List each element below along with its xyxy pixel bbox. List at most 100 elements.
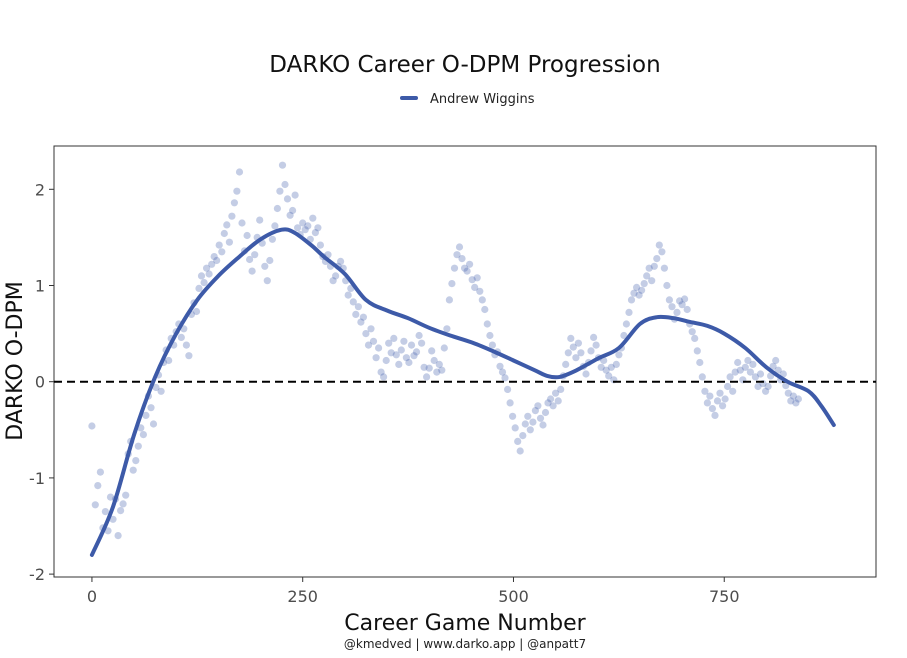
data-point	[478, 296, 486, 304]
data-point	[152, 383, 160, 392]
data-point	[498, 368, 507, 376]
data-point	[261, 262, 269, 270]
data-point	[468, 276, 476, 284]
data-point	[88, 422, 96, 430]
data-point	[228, 212, 236, 220]
data-point	[132, 457, 140, 465]
data-point	[769, 362, 777, 370]
x-tick-label: 500	[498, 587, 529, 606]
data-point	[418, 339, 426, 347]
data-point	[552, 389, 560, 397]
data-point	[473, 274, 481, 282]
data-point	[698, 373, 706, 381]
legend-label-andrew-wiggins: Andrew Wiggins	[430, 92, 535, 107]
data-point	[605, 372, 613, 380]
data-point	[688, 328, 696, 336]
data-point	[218, 248, 226, 256]
x-tick-label: 250	[287, 587, 318, 606]
data-point	[526, 426, 534, 434]
data-point	[430, 356, 438, 365]
data-point	[251, 251, 259, 259]
data-point	[420, 363, 428, 371]
data-point	[364, 341, 373, 349]
data-point	[213, 256, 221, 265]
data-point	[387, 349, 395, 357]
data-point	[681, 295, 689, 303]
data-point	[117, 507, 125, 515]
data-point	[233, 187, 241, 195]
data-point	[749, 360, 757, 368]
data-point	[205, 270, 213, 278]
data-point	[311, 229, 319, 237]
data-point	[706, 392, 714, 400]
data-point	[410, 352, 418, 360]
data-point	[622, 320, 631, 328]
data-point	[645, 264, 653, 272]
data-point	[744, 356, 752, 365]
data-point	[309, 214, 317, 222]
data-point	[412, 348, 421, 356]
data-point	[567, 334, 575, 342]
data-point	[289, 206, 297, 215]
data-point	[208, 260, 216, 268]
data-point	[256, 216, 264, 224]
data-point	[516, 447, 524, 455]
data-point	[789, 392, 798, 400]
data-point	[708, 405, 717, 413]
data-point	[488, 341, 496, 349]
data-point	[220, 229, 228, 238]
data-point	[633, 283, 641, 291]
data-point	[663, 281, 671, 290]
data-point	[592, 341, 600, 349]
x-axis-title: Career Game Number	[344, 611, 586, 636]
data-point	[385, 339, 393, 347]
data-point	[382, 356, 390, 365]
data-point	[149, 420, 158, 428]
data-point	[185, 352, 193, 360]
data-point	[736, 366, 744, 374]
data-point	[423, 373, 431, 381]
y-tick-label: -2	[29, 565, 45, 584]
data-point	[106, 493, 115, 501]
data-point	[547, 395, 555, 403]
data-point	[367, 325, 375, 333]
data-point	[278, 161, 287, 169]
data-point	[294, 224, 302, 232]
y-tick-label: -1	[29, 469, 45, 488]
data-point	[210, 253, 218, 261]
data-point	[192, 307, 201, 316]
data-point	[390, 334, 398, 342]
data-point	[648, 277, 656, 285]
data-point	[660, 264, 669, 272]
data-point	[524, 412, 532, 420]
data-point	[569, 343, 577, 351]
data-point	[676, 297, 684, 305]
data-point	[754, 382, 762, 391]
data-point	[716, 389, 724, 397]
data-point	[787, 397, 795, 405]
data-point	[453, 251, 461, 259]
data-point	[658, 248, 666, 256]
data-point	[362, 330, 370, 338]
data-point	[440, 344, 448, 352]
x-tick-label: 750	[709, 587, 740, 606]
y-axis-title: DARKO O-DPM	[3, 281, 28, 440]
x-tick-label: 0	[87, 587, 97, 606]
data-point	[597, 363, 605, 371]
x-axis: 0 250 500 750	[87, 577, 740, 606]
data-point	[377, 368, 385, 376]
data-point	[101, 508, 109, 516]
data-point	[246, 255, 254, 264]
data-point	[415, 331, 423, 340]
plot-area	[53, 145, 877, 578]
data-point	[466, 260, 474, 268]
data-point	[142, 411, 150, 419]
data-point	[203, 264, 211, 272]
data-point	[549, 402, 557, 410]
data-point	[395, 360, 403, 368]
data-point	[655, 241, 663, 249]
data-point	[673, 308, 681, 316]
data-point	[248, 267, 256, 275]
data-point	[438, 366, 446, 374]
data-point	[506, 399, 514, 407]
